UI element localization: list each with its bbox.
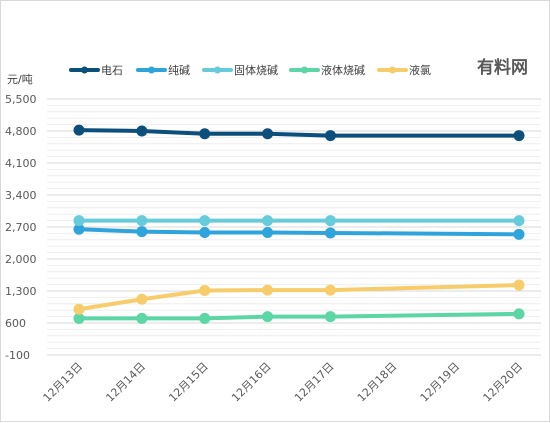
y-tick-label: 2,000 — [5, 253, 37, 266]
x-tick-label: 12月14日 — [103, 360, 148, 405]
data-point — [324, 311, 336, 323]
legend-label: 液氯 — [409, 63, 431, 77]
data-point — [73, 215, 85, 227]
legend-marker — [301, 66, 308, 74]
grid-lines — [47, 98, 541, 356]
data-point — [513, 228, 525, 240]
data-point — [73, 124, 85, 136]
legend-label: 纯碱 — [168, 64, 190, 77]
data-point — [324, 130, 336, 142]
y-tick-label: 5,500 — [5, 93, 37, 106]
data-point — [73, 312, 85, 324]
y-tick-label: -100 — [5, 349, 30, 362]
data-point — [513, 215, 525, 227]
data-point — [324, 227, 336, 239]
data-point — [324, 215, 336, 227]
x-tick-label: 12月19日 — [418, 360, 463, 405]
data-point — [262, 215, 274, 227]
x-tick-label: 12月17日 — [292, 360, 337, 405]
data-point — [262, 226, 274, 238]
legend-label: 固体烧碱 — [234, 63, 278, 77]
x-tick-label: 12月18日 — [355, 360, 400, 405]
data-point — [262, 128, 274, 140]
legend: 电石 纯碱 固体烧碱 液体烧碱 液氯 — [69, 63, 431, 77]
brand-logo: 有料网 — [477, 57, 528, 78]
series-line — [77, 311, 521, 321]
y-tick-label: 1,300 — [5, 285, 37, 298]
data-point — [199, 285, 211, 297]
data-point — [199, 312, 211, 324]
legend-marker — [81, 66, 88, 74]
data-point — [73, 223, 85, 235]
data-point — [513, 279, 525, 291]
y-tick-label: 3,400 — [5, 189, 37, 202]
series-line — [77, 227, 521, 237]
data-point — [136, 293, 148, 305]
data-point — [324, 284, 336, 296]
data-point — [262, 311, 274, 323]
y-axis-unit: 元/吨 — [7, 73, 33, 86]
legend-label: 液体烧碱 — [321, 63, 365, 77]
y-tick-label: 2,700 — [5, 221, 37, 234]
legend-label: 电石 — [101, 64, 123, 77]
axes: -100 600 1,300 2,000 2,700 3,400 4,100 4,800 5,5… — [5, 93, 525, 404]
data-point — [199, 215, 211, 227]
data-point — [136, 312, 148, 324]
x-tick-label: 12月13日 — [41, 360, 86, 405]
x-tick-label: 12月16日 — [229, 360, 274, 405]
x-tick-label: 12月20日 — [481, 360, 526, 405]
y-tick-label: 4,100 — [5, 157, 37, 170]
legend-marker — [148, 66, 155, 74]
series-lines — [73, 124, 525, 324]
data-point — [262, 284, 274, 296]
data-point — [136, 125, 148, 137]
y-tick-label: 4,800 — [5, 125, 37, 138]
data-point — [513, 308, 525, 320]
data-point — [199, 128, 211, 140]
x-tick-label: 12月15日 — [166, 360, 211, 405]
data-point — [199, 226, 211, 238]
y-tick-label: 600 — [5, 317, 26, 330]
legend-marker — [389, 66, 396, 74]
series-line — [77, 128, 521, 138]
data-point — [73, 303, 85, 315]
series-line — [77, 283, 521, 312]
data-point — [136, 226, 148, 238]
data-point — [513, 130, 525, 142]
data-point — [136, 215, 148, 227]
legend-marker — [214, 66, 221, 74]
